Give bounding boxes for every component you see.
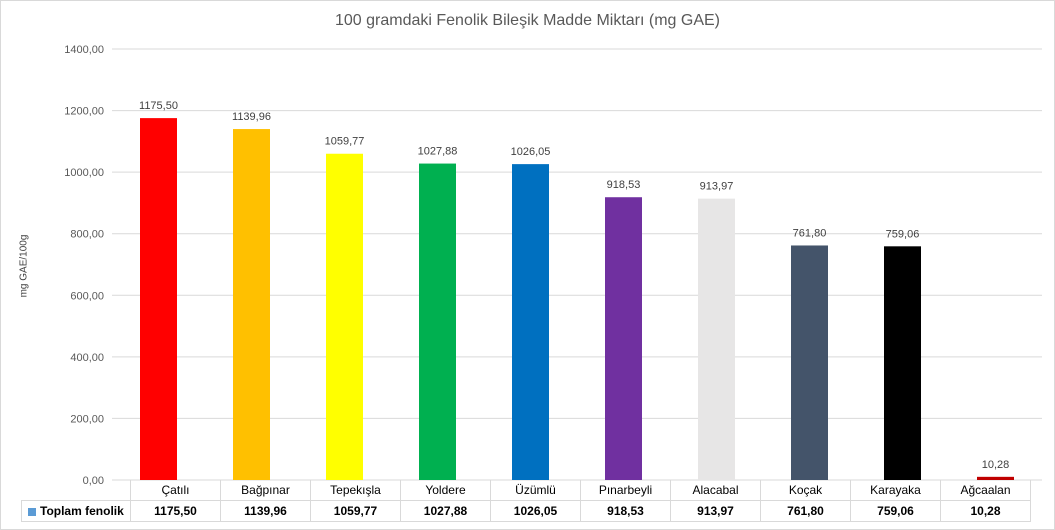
bar	[977, 476, 1014, 480]
y-tick-label: 1400,00	[64, 44, 104, 56]
x-tick-label: Karayaka	[850, 480, 941, 501]
data-table-value: 10,28	[940, 500, 1031, 522]
bar	[419, 163, 456, 480]
data-label: 1059,77	[325, 136, 365, 148]
data-table-value: 1059,77	[310, 500, 401, 522]
data-table: Çatılı Bağpınar Tepekışla Yoldere Üzümlü Pına…	[21, 480, 1031, 522]
data-table-value: 761,80	[760, 500, 851, 522]
data-table-value: 1027,88	[400, 500, 491, 522]
data-table-value: 759,06	[850, 500, 941, 522]
y-tick-label: 800,00	[70, 229, 104, 241]
y-tick-label: 200,00	[70, 413, 104, 425]
data-label: 1026,05	[511, 146, 551, 158]
data-table-value-row: Toplam fenolik 1175,50 1139,96 1059,77 1027…	[21, 500, 1031, 522]
data-label: 761,80	[793, 227, 827, 239]
x-tick-label: Üzümlü	[490, 480, 581, 501]
bar	[512, 164, 549, 481]
x-tick-label: Alacabal	[670, 480, 761, 501]
x-tick-label: Yoldere	[400, 480, 491, 501]
data-table-value: 913,97	[670, 500, 761, 522]
y-tick-label: 1000,00	[64, 167, 104, 179]
bar	[884, 246, 921, 480]
data-table-value: 918,53	[580, 500, 671, 522]
data-table-value: 1026,05	[490, 500, 581, 522]
legend-entry: Toplam fenolik	[21, 500, 131, 522]
bar	[605, 197, 642, 480]
x-tick-label: Tepekışla	[310, 480, 401, 501]
bar	[140, 118, 177, 481]
legend-label: Toplam fenolik	[40, 504, 124, 518]
y-tick-label: 600,00	[70, 290, 104, 302]
x-tick-label: Koçak	[760, 480, 851, 501]
x-tick-label: Çatılı	[130, 480, 221, 501]
data-label: 1139,96	[232, 111, 271, 123]
data-label: 1175,50	[139, 100, 178, 112]
data-table-value: 1175,50	[130, 500, 221, 522]
data-label: 10,28	[982, 459, 1010, 471]
chart-title: 100 gramdaki Fenolik Bileşik Madde Mikta…	[334, 12, 721, 29]
y-tick-label: 1200,00	[64, 106, 104, 118]
data-table-value: 1139,96	[220, 500, 311, 522]
legend-key-swatch	[28, 507, 36, 516]
bar	[233, 129, 270, 480]
bar	[791, 245, 828, 480]
data-label: 918,53	[607, 179, 641, 191]
x-tick-label: Ağcaalan	[940, 480, 1031, 501]
x-tick-label: Bağpınar	[220, 480, 311, 501]
bar	[698, 198, 735, 480]
data-table-corner	[22, 480, 131, 501]
y-tick-label: 0,00	[83, 475, 104, 487]
x-tick-label: Pınarbeyli	[580, 480, 671, 501]
y-tick-label: 400,00	[70, 352, 104, 364]
data-table-header-row: Çatılı Bağpınar Tepekışla Yoldere Üzümlü Pına…	[22, 480, 1031, 501]
bar	[326, 153, 363, 480]
data-label: 1027,88	[418, 146, 458, 158]
data-label: 759,06	[886, 228, 920, 240]
data-label: 913,97	[700, 181, 734, 193]
